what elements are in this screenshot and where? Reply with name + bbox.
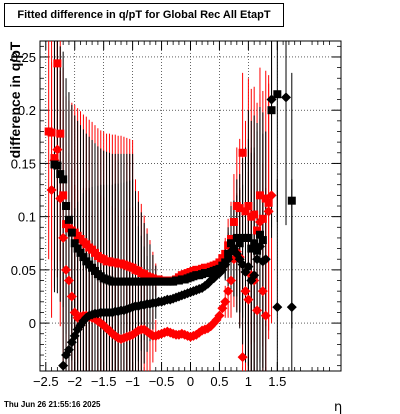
data-point-diamond bbox=[237, 352, 248, 363]
data-point-square bbox=[250, 239, 259, 248]
x-tick-label: −2 bbox=[67, 374, 82, 389]
data-point-square bbox=[241, 207, 250, 216]
data-point-diamond bbox=[272, 302, 283, 313]
data-point-diamond bbox=[281, 92, 292, 103]
data-point-diamond bbox=[46, 185, 57, 196]
data-point-diamond bbox=[249, 270, 260, 281]
data-point-diamond bbox=[240, 286, 251, 297]
data-point-square bbox=[62, 220, 71, 229]
data-point-diamond bbox=[220, 296, 231, 307]
data-point-square bbox=[224, 249, 233, 258]
x-axis-label: η bbox=[334, 400, 342, 414]
y-tick-label: 0.15 bbox=[11, 156, 36, 171]
axis-ticks bbox=[39, 41, 342, 371]
data-point-square bbox=[255, 230, 264, 239]
data-point-square bbox=[258, 214, 267, 223]
data-point-square bbox=[59, 175, 68, 184]
data-point-diamond bbox=[257, 286, 268, 297]
data-point-square bbox=[229, 217, 238, 226]
data-point-square bbox=[59, 191, 68, 200]
data-point-square bbox=[56, 170, 65, 179]
data-point-diamond bbox=[243, 294, 254, 305]
data-point-diamond bbox=[223, 254, 234, 265]
data-point-square bbox=[253, 246, 262, 255]
data-point-square bbox=[267, 106, 276, 115]
data-point-diamond bbox=[260, 254, 271, 265]
data-point-square bbox=[264, 198, 273, 207]
data-point-diamond bbox=[226, 275, 237, 286]
data-point-square bbox=[238, 148, 247, 157]
data-point-square bbox=[235, 204, 244, 213]
data-point-square bbox=[73, 244, 82, 253]
data-point-diamond bbox=[243, 261, 254, 272]
timestamp: Thu Jun 26 21:55:16 2025 bbox=[4, 400, 101, 409]
data-point-square bbox=[79, 253, 88, 262]
data-point-diamond bbox=[58, 360, 69, 371]
x-tick-label: −2.5 bbox=[33, 374, 59, 389]
data-point-diamond bbox=[263, 206, 274, 217]
tick-labels: −2.5 −2 −1.5 −1 −0.5 0 0.5 1 1.5 0 0.05 0.1 0.15 0.2 0… bbox=[11, 50, 287, 389]
data-point-square bbox=[76, 248, 85, 257]
data-point-square bbox=[70, 239, 79, 248]
data-point-diamond bbox=[252, 305, 263, 316]
data-point-square bbox=[64, 215, 73, 224]
data-point-square bbox=[47, 128, 56, 137]
data-point-diamond bbox=[61, 264, 72, 275]
data-point-square bbox=[227, 239, 236, 248]
y-tick-label: 0 bbox=[29, 316, 36, 331]
data-point-diamond bbox=[214, 310, 225, 321]
x-tick-label: −0.5 bbox=[149, 374, 175, 389]
data-point-diamond bbox=[66, 291, 77, 302]
data-point-square bbox=[235, 239, 244, 248]
data-markers bbox=[44, 59, 297, 371]
data-point-diamond bbox=[254, 216, 265, 227]
data-point-square bbox=[232, 233, 241, 242]
x-tick-label: −1 bbox=[125, 374, 140, 389]
chart-title: Fitted difference in q/pT for Global Rec… bbox=[4, 3, 284, 27]
data-point-square bbox=[227, 235, 236, 243]
data-point-diamond bbox=[58, 232, 69, 243]
data-point-diamond bbox=[223, 286, 234, 297]
y-tick-label: 0.2 bbox=[18, 103, 36, 118]
data-point-square bbox=[244, 202, 253, 210]
data-point-square bbox=[247, 244, 256, 253]
data-point-diamond bbox=[55, 193, 66, 204]
y-tick-label: 0.1 bbox=[18, 210, 36, 225]
x-tick-label: 1 bbox=[245, 374, 252, 389]
data-point-diamond bbox=[63, 344, 74, 355]
data-point-square bbox=[253, 226, 262, 235]
x-tick-label: 1.5 bbox=[268, 374, 286, 389]
x-tick-label: −1.5 bbox=[91, 374, 117, 389]
data-point-square bbox=[255, 191, 264, 200]
data-point-diamond bbox=[63, 275, 74, 286]
data-point-diamond bbox=[254, 241, 265, 252]
data-point-diamond bbox=[52, 144, 63, 155]
data-point-square bbox=[53, 161, 62, 170]
data-point-square bbox=[250, 210, 259, 219]
data-point-diamond bbox=[266, 94, 277, 105]
y-axis-label: difference in q/pT bbox=[7, 41, 23, 158]
y-tick-label: 0.05 bbox=[11, 263, 36, 278]
x-tick-label: 0 bbox=[187, 374, 194, 389]
y-tick-label: 0.25 bbox=[11, 50, 36, 65]
data-point-square bbox=[53, 59, 62, 68]
data-point-square bbox=[261, 194, 270, 203]
data-point-square bbox=[56, 129, 65, 138]
data-point-diamond bbox=[260, 310, 271, 321]
data-point-square bbox=[273, 90, 282, 99]
data-point-square bbox=[218, 254, 227, 263]
data-point-square bbox=[287, 196, 296, 205]
data-point-diamond bbox=[286, 302, 297, 313]
data-point-square bbox=[244, 233, 253, 242]
data-point-square bbox=[62, 202, 71, 210]
data-point-square bbox=[258, 236, 267, 245]
x-tick-label: 0.5 bbox=[210, 374, 228, 389]
data-point-square bbox=[67, 228, 76, 237]
data-point-diamond bbox=[266, 190, 277, 201]
